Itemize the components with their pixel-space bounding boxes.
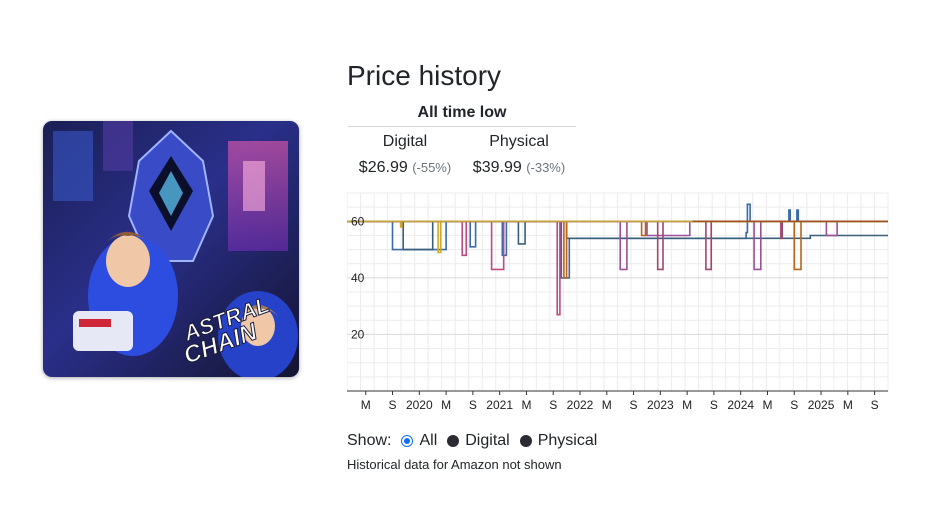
physical-price: $39.99 [472, 159, 522, 176]
filter-option-physical[interactable]: Physical [519, 431, 598, 451]
x-tick-label: S [871, 398, 879, 412]
x-tick-label: 2020 [406, 398, 433, 412]
price-series-line[interactable] [347, 203, 888, 279]
amazon-note: Historical data for Amazon not shown [347, 457, 562, 472]
x-tick-label: S [630, 398, 638, 412]
x-tick-label: 2024 [727, 398, 754, 412]
x-tick-label: S [790, 398, 798, 412]
y-tick-label: 40 [351, 271, 365, 285]
show-filter: Show: All Digital Physical [347, 431, 597, 451]
x-tick-label: 2021 [486, 398, 513, 412]
x-tick-label: M [521, 398, 531, 412]
filter-option-physical-label: Physical [537, 432, 598, 449]
filter-option-all[interactable]: All [401, 431, 437, 451]
digital-label: Digital [382, 133, 428, 150]
x-tick-label: 2022 [567, 398, 594, 412]
physical-discount: (-33%) [526, 160, 566, 175]
x-tick-label: 2025 [808, 398, 835, 412]
x-tick-label: S [549, 398, 557, 412]
x-tick-label: M [762, 398, 772, 412]
x-tick-label: M [602, 398, 612, 412]
astral-chain-cover-icon: ASTRAL CHAIN [43, 121, 299, 377]
radio-physical[interactable] [519, 435, 532, 447]
radio-digital[interactable] [447, 435, 460, 447]
all-time-low-panel: All time low Digital $26.99 (-55%) Physi… [348, 101, 576, 180]
x-tick-label: M [361, 398, 371, 412]
all-time-low-physical: Physical $39.99 (-33%) [462, 127, 576, 180]
price-series-line[interactable] [347, 220, 888, 316]
x-tick-label: S [710, 398, 718, 412]
y-tick-label: 20 [351, 327, 365, 341]
price-chart-svg[interactable]: 20 40 60 M S 2020 M S 2021 M S 2022 M S 2023 M S 2024 M S 20… [346, 190, 892, 415]
x-tick-label: S [389, 398, 397, 412]
all-time-low-digital: Digital $26.99 (-55%) [348, 127, 462, 180]
price-series-line[interactable] [347, 220, 888, 279]
physical-label: Physical [489, 133, 549, 150]
x-tick-label: M [843, 398, 853, 412]
y-tick-label: 60 [351, 214, 365, 228]
x-tick-label: 2023 [647, 398, 674, 412]
price-series-line[interactable] [347, 220, 888, 271]
show-filter-label: Show: [347, 432, 392, 449]
all-time-low-heading: All time low [348, 101, 576, 127]
digital-discount: (-55%) [412, 160, 452, 175]
filter-option-digital[interactable]: Digital [447, 431, 510, 451]
x-tick-label: S [469, 398, 477, 412]
page-title: Price history [347, 60, 502, 91]
x-tick-label: M [682, 398, 692, 412]
game-cover[interactable]: ASTRAL CHAIN [43, 121, 299, 377]
radio-all[interactable] [401, 435, 414, 447]
digital-price: $26.99 [358, 159, 408, 176]
filter-option-digital-label: Digital [465, 432, 510, 449]
price-series-line[interactable] [347, 220, 888, 251]
filter-option-all-label: All [419, 432, 438, 449]
x-tick-label: M [441, 398, 451, 412]
price-history-chart[interactable]: 20 40 60 M S 2020 M S 2021 M S 2022 M S 2023 M S 2024 M S 20… [346, 190, 892, 420]
